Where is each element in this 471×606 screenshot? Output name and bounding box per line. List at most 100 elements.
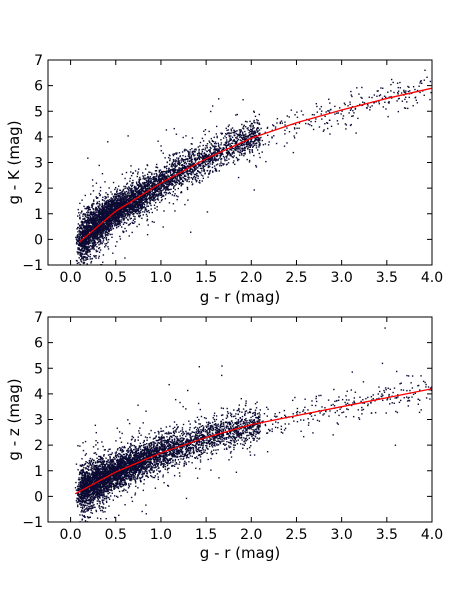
scatter-point <box>86 219 88 222</box>
scatter-point <box>148 193 151 195</box>
scatter-point <box>101 235 103 237</box>
scatter-point <box>246 158 248 161</box>
scatter-point <box>95 207 98 209</box>
scatter-point <box>239 149 242 151</box>
scatter-point <box>140 187 142 189</box>
scatter-point <box>134 188 137 190</box>
scatter-point <box>244 147 247 149</box>
scatter-point <box>238 148 240 150</box>
scatter-point <box>93 220 95 223</box>
scatter-point <box>315 102 318 105</box>
scatter-point <box>194 167 196 169</box>
scatter-point <box>151 189 154 191</box>
scatter-point <box>77 247 80 250</box>
scatter-point <box>76 228 78 230</box>
scatter-point <box>123 221 126 224</box>
scatter-point <box>99 217 101 220</box>
scatter-point <box>184 167 186 169</box>
scatter-point <box>376 95 378 97</box>
scatter-point <box>88 221 90 223</box>
scatter-point <box>111 233 113 236</box>
scatter-point <box>204 157 206 160</box>
scatter-point <box>202 164 205 167</box>
scatter-point <box>102 211 105 214</box>
scatter-point <box>113 196 115 199</box>
scatter-point <box>93 247 95 250</box>
scatter-point <box>201 152 203 155</box>
scatter-point <box>316 105 318 108</box>
scatter-point <box>115 222 117 225</box>
scatter-point <box>235 146 237 148</box>
scatter-point <box>152 192 154 194</box>
scatter-point <box>215 160 217 162</box>
scatter-point <box>124 193 126 195</box>
scatter-point <box>118 194 120 197</box>
scatter-point <box>163 184 166 187</box>
scatter-point <box>151 196 153 198</box>
scatter-point <box>93 212 95 214</box>
scatter-point <box>106 205 109 207</box>
scatter-point <box>103 229 106 232</box>
scatter-point <box>107 222 109 225</box>
scatter-point <box>226 133 228 136</box>
scatter-point <box>142 175 144 177</box>
scatter-point <box>95 196 97 198</box>
scatter-point <box>126 212 129 215</box>
scatter-point <box>87 218 89 221</box>
scatter-point <box>259 156 261 159</box>
scatter-point <box>158 171 161 173</box>
scatter-point <box>354 108 357 110</box>
scatter-point <box>127 218 129 221</box>
scatter-point <box>167 171 169 173</box>
scatter-point <box>152 199 154 202</box>
scatter-point <box>86 250 89 252</box>
scatter-point <box>103 208 105 210</box>
scatter-point <box>231 142 233 145</box>
scatter-point <box>143 205 145 208</box>
scatter-point <box>127 224 130 226</box>
scatter-point <box>175 181 177 183</box>
scatter-point <box>118 219 120 221</box>
scatter-point <box>172 154 175 157</box>
scatter-point <box>119 205 121 207</box>
scatter-point <box>130 194 133 196</box>
scatter-point <box>165 182 167 185</box>
scatter-point <box>146 233 149 236</box>
scatter-point <box>92 217 94 220</box>
scatter-point <box>102 241 104 243</box>
scatter-point <box>142 178 144 180</box>
scatter-point <box>110 203 112 205</box>
scatter-point <box>250 136 252 138</box>
scatter-point <box>190 164 192 167</box>
scatter-point <box>210 154 213 157</box>
scatter-point <box>187 165 189 167</box>
scatter-point <box>96 216 98 218</box>
scatter-point <box>105 242 108 245</box>
scatter-point <box>113 223 115 225</box>
scatter-point <box>215 152 218 154</box>
scatter-point <box>134 185 136 188</box>
scatter-point <box>240 143 243 146</box>
scatter-point <box>166 177 168 179</box>
scatter-point <box>149 196 152 198</box>
scatter-point <box>91 234 93 236</box>
scatter-point <box>83 249 85 251</box>
scatter-point <box>101 210 103 212</box>
scatter-point <box>182 179 184 182</box>
scatter-point <box>96 246 98 248</box>
scatter-point <box>169 170 171 172</box>
scatter-point <box>242 138 245 141</box>
scatter-point <box>80 231 83 234</box>
scatter-point <box>110 204 113 206</box>
scatter-point <box>191 143 193 145</box>
scatter-point <box>315 118 317 120</box>
scatter-point <box>89 258 91 260</box>
scatter-point <box>92 224 94 226</box>
scatter-point <box>247 141 249 144</box>
scatter-point <box>161 195 164 197</box>
scatter-point <box>385 108 387 110</box>
scatter-point <box>104 246 106 248</box>
scatter-point <box>169 172 172 174</box>
scatter-point <box>98 220 101 223</box>
scatter-point <box>101 236 103 238</box>
